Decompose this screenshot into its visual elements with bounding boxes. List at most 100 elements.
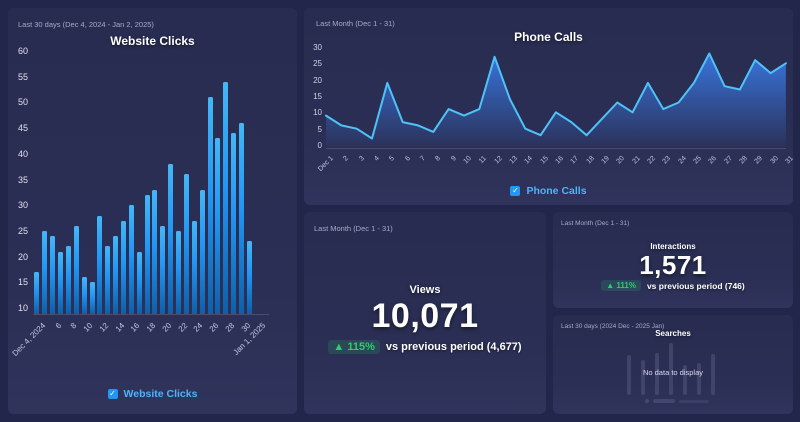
ghost-bar [711, 354, 715, 395]
panel-views: Last Month (Dec 1 - 31) Views 10,071 ▲ 1… [304, 212, 546, 414]
period-label: Last 30 days (2024 Dec - 2025 Jan) [561, 323, 665, 330]
y-axis-tick-label: 55 [17, 71, 28, 82]
bar [42, 230, 48, 314]
chart-title: Searches [655, 329, 691, 338]
x-axis-tick-label: 24 [191, 321, 205, 334]
comparison-text: vs previous period (746) [646, 280, 745, 291]
x-axis-tick-label: 8 [69, 321, 79, 331]
ghost-bar [683, 365, 687, 395]
y-axis-tick-label: 10 [17, 303, 28, 313]
bar [152, 189, 158, 314]
bar [105, 246, 111, 314]
y-axis-tick-label: 35 [17, 174, 28, 185]
x-axis-tick-label: Dec 4, 2024 [10, 321, 48, 358]
bar [34, 272, 40, 314]
bar [223, 81, 229, 314]
kpi-title: Interactions [650, 242, 696, 251]
legend-website-clicks[interactable]: ✓ Website Clicks [8, 388, 297, 400]
legend-label[interactable]: Website Clicks [123, 388, 198, 400]
x-axis-tick-label: Dec 1 [317, 155, 335, 173]
x-axis-tick-label: 26 [707, 155, 719, 166]
y-axis-tick-label: 25 [17, 225, 28, 236]
y-axis-tick-label: 20 [17, 251, 28, 262]
panel-phone-calls: Last Month (Dec 1 - 31) Phone Calls 0 5 10… [304, 8, 795, 205]
x-axis-tick-label: 16 [554, 155, 565, 166]
x-axis-tick-label: 22 [646, 155, 657, 166]
x-axis-tick-label: 29 [753, 155, 765, 166]
area-chart-plot: 0 5 10 15 20 25 30 Dec 1 2 3 4 5 6 7 8 9 10 11 12 13 14 15 16 1… [304, 8, 795, 205]
bar [183, 174, 189, 314]
period-label: Last Month (Dec 1 - 31) [314, 224, 393, 233]
placeholder-legend-bar [653, 399, 675, 403]
panel-website-clicks: Last 30 days (Dec 4, 2024 - Jan 2, 2025)… [8, 8, 297, 414]
x-axis-tick-label: 10 [462, 155, 473, 166]
phone-calls-line-chart [325, 52, 787, 147]
legend-label[interactable]: Phone Calls [526, 185, 587, 197]
y-axis-tick-label: 45 [17, 123, 28, 134]
x-axis-tick-label: 11 [478, 155, 489, 166]
x-axis-tick-label: 18 [144, 321, 158, 334]
legend-checkbox[interactable]: ✓ [510, 186, 521, 196]
period-label: Last Month (Dec 1 - 31) [561, 220, 630, 227]
y-axis-tick-label: 20 [313, 75, 322, 85]
bar [136, 251, 142, 314]
ghost-bar [641, 360, 645, 395]
chart-title: Website Clicks [110, 34, 195, 48]
x-axis-line [33, 314, 269, 315]
bar [128, 205, 134, 314]
empty-state-message: No data to display [642, 368, 704, 377]
bar [65, 246, 71, 314]
x-axis-tick-label: 15 [539, 155, 550, 166]
x-axis-tick-label: 30 [769, 155, 780, 166]
y-axis-tick-label: 60 [17, 46, 28, 56]
y-axis-tick-label: 0 [317, 141, 322, 150]
x-axis-tick-label: 6 [53, 321, 64, 331]
x-axis-tick-label: 5 [388, 155, 397, 163]
x-axis-tick-label: 13 [508, 155, 519, 166]
bar [199, 189, 205, 314]
bar [168, 164, 174, 314]
y-axis-tick-label: 30 [313, 42, 322, 52]
period-label: Last Month (Dec 1 - 31) [316, 19, 395, 28]
bar [176, 230, 181, 314]
period-label: Last 30 days (Dec 4, 2024 - Jan 2, 2025) [18, 20, 154, 29]
ghost-bar [697, 363, 701, 395]
panel-interactions: Last Month (Dec 1 - 31) Interactions 1,5… [553, 212, 793, 308]
ghost-bar [655, 353, 659, 395]
x-axis-tick-label: 7 [419, 155, 427, 163]
x-axis-tick-label: 31 [784, 155, 795, 166]
x-axis-tick-label: 22 [176, 321, 189, 334]
bar [50, 236, 56, 314]
bar [89, 282, 95, 314]
bar [215, 138, 221, 314]
x-axis-tick-label: 26 [207, 321, 221, 334]
delta-badge: ▲ 115% [328, 340, 380, 354]
x-axis-tick-label: 10 [81, 321, 95, 334]
y-axis-tick-label: 40 [17, 148, 28, 159]
x-axis-tick-label: 28 [738, 155, 749, 166]
x-axis-line [326, 148, 786, 149]
legend-checkbox[interactable]: ✓ [107, 389, 118, 399]
data-line [325, 52, 787, 140]
x-axis-tick-label: 19 [600, 155, 611, 166]
delta-badge: ▲ 111% [601, 280, 641, 291]
y-axis-tick-label: 5 [317, 124, 322, 134]
bar [73, 225, 79, 314]
kpi-value: 10,071 [371, 297, 479, 335]
x-axis-tick-label: 14 [523, 155, 535, 166]
kpi-title: Views [409, 284, 441, 296]
x-axis-tick-label: 23 [661, 155, 673, 166]
placeholder-legend [645, 399, 709, 403]
bar [160, 225, 166, 314]
bar [207, 97, 213, 314]
x-axis-tick-label: 27 [723, 155, 734, 166]
y-axis-tick-label: 10 [313, 108, 322, 118]
x-axis-tick-label: 4 [373, 155, 381, 163]
ghost-bar [669, 343, 673, 395]
y-axis-tick-label: 15 [313, 91, 322, 101]
x-axis-tick-label: 12 [97, 321, 111, 334]
bar [81, 277, 87, 314]
legend-phone-calls[interactable]: ✓ Phone Calls [304, 185, 793, 197]
bar [113, 236, 119, 314]
